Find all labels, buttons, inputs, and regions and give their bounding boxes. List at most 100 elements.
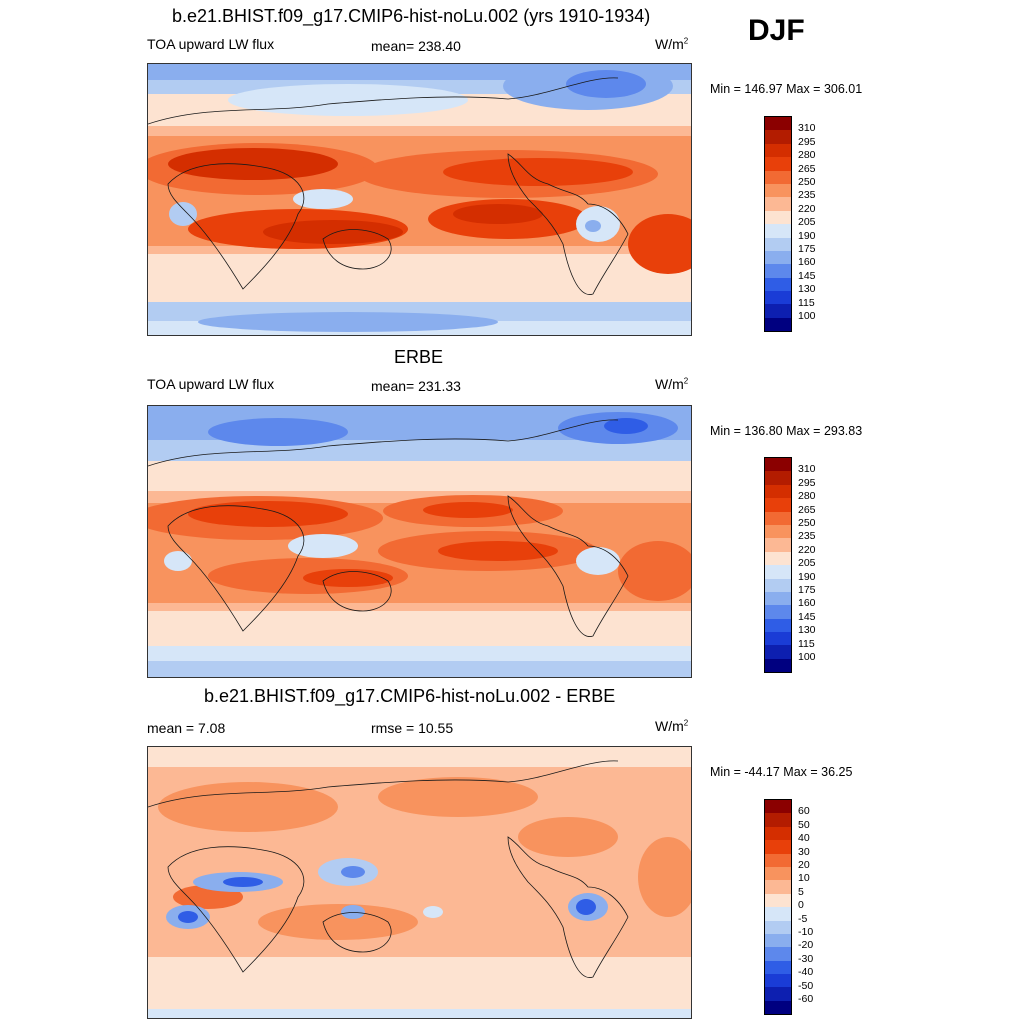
colorbar-tick-label: 175 [798,584,816,596]
colorbar-swatch [765,291,791,305]
colorbar-tick-label: -5 [798,912,808,925]
colorbar-tick-label: 310 [798,463,816,476]
panel-title-obs: ERBE [394,347,444,367]
colorbar-swatch [765,304,791,318]
colorbar-swatch [765,840,791,854]
colorbar-swatch [765,645,791,659]
colorbar-tick-label: 145 [798,269,816,282]
colorbar-tick-label: 115 [798,296,815,309]
colorbar-swatch [765,538,791,552]
colorbar-tick-label: 265 [798,162,816,175]
colorbar-tick-label: 250 [798,517,816,529]
colorbar-tick-label: 235 [798,530,816,543]
colorbar-tick-label: 5 [798,885,804,898]
panel-minmax: Min = -44.17 Max = 36.25 [710,765,853,779]
colorbar-swatch [765,511,791,525]
colorbar-swatch [765,471,791,485]
colorbar-swatch [765,157,791,171]
panel-units: W/m2 [655,718,689,734]
panel-minmax: Min = 136.80 Max = 293.83 [710,424,863,438]
colorbar-swatch [765,143,791,158]
colorbar-tick-label: 20 [798,859,810,871]
colorbar-swatch [765,907,791,921]
colorbar-swatch [765,170,791,184]
colorbar-swatch [765,578,791,592]
colorbar-swatch [765,551,791,566]
map-obs-field [148,406,691,677]
colorbar-tick-label: -10 [798,926,814,938]
colorbar-tick-label: 160 [798,256,816,269]
colorbar-swatch [765,853,791,867]
colorbar-swatch [765,1000,791,1015]
colorbar-swatch [765,484,791,499]
map-obs [147,405,692,678]
colorbar-swatch [765,920,791,934]
colorbar-tick-label: -50 [798,979,814,992]
colorbar-swatch [765,632,791,646]
colorbar-swatch [765,458,791,472]
panel-mean-label: mean= 231.33 [371,378,461,394]
colorbar-swatch [765,210,791,225]
colorbar-tick-label: 50 [798,818,810,831]
panel-mean-label: mean= 238.40 [371,38,461,54]
map-diff-field [148,747,691,1018]
colorbar-tick-label: 220 [798,543,816,556]
colorbar-tick-label: 175 [798,243,816,255]
colorbar-tick-label: -30 [798,952,814,965]
colorbar-tick-label: 235 [798,189,816,202]
season-label: DJF [748,14,805,47]
colorbar-tick-label: 130 [798,283,816,296]
colorbar-tick-label: 40 [798,832,810,845]
colorbar-swatch [765,250,791,265]
colorbar-tick-label: 60 [798,805,810,818]
colorbar-tick-label: 130 [798,624,816,637]
colorbar-tick-label: 30 [798,845,810,858]
colorbar-swatch [765,605,791,619]
colorbar-swatch [765,800,791,814]
colorbar-tick-label: 310 [798,122,816,135]
colorbar-tick-label: 205 [798,557,816,570]
colorbar-swatch [765,237,791,251]
map-model [147,63,692,336]
colorbar-swatch [765,826,791,841]
colorbar-swatch [765,277,791,292]
colorbar-swatch [765,947,791,961]
colorbar-tick-label: 205 [798,216,816,229]
colorbar-swatch [765,264,791,278]
map-model-field [148,64,691,335]
colorbar-tick-label: 280 [798,149,816,162]
colorbar-tick-label: 190 [798,229,816,242]
colorbar-swatch [765,498,791,512]
colorbar-swatch [765,183,791,198]
colorbar-tick-label: 220 [798,202,816,215]
colorbar-swatch [765,880,791,894]
colorbar-tick-label: 10 [798,872,810,885]
colorbar-swatch [765,524,791,539]
colorbar-tick-label: -60 [798,993,814,1005]
colorbar-swatch [765,974,791,988]
colorbar-tick-label: 295 [798,476,816,489]
colorbar-tick-label: 160 [798,597,816,610]
panel-rmse-label: rmse = 10.55 [371,720,454,736]
colorbar-tick-label: 280 [798,490,816,503]
panel-variable-label: TOA upward LW flux [147,36,275,52]
colorbar-swatch [765,813,791,827]
panel-units: W/m2 [655,376,689,392]
colorbar-swatch [765,893,791,908]
colorbar-swatch [765,933,791,948]
colorbar-tick-label: 190 [798,570,816,583]
colorbar-tick-label: 250 [798,176,816,188]
colorbar-swatch [765,960,791,975]
colorbar-tick-label: 115 [798,637,815,650]
colorbar-swatch [765,317,791,332]
colorbar-model [764,116,792,333]
colorbar-swatch [765,565,791,579]
colorbar-obs [764,457,792,674]
colorbar-swatch [765,117,791,131]
colorbar-tick-label: 265 [798,503,816,516]
colorbar-tick-label: 100 [798,651,816,663]
colorbar-swatch [765,866,791,881]
colorbar-swatch [765,591,791,606]
colorbar-tick-label: 100 [798,310,816,322]
panel-minmax: Min = 146.97 Max = 306.01 [710,82,863,96]
